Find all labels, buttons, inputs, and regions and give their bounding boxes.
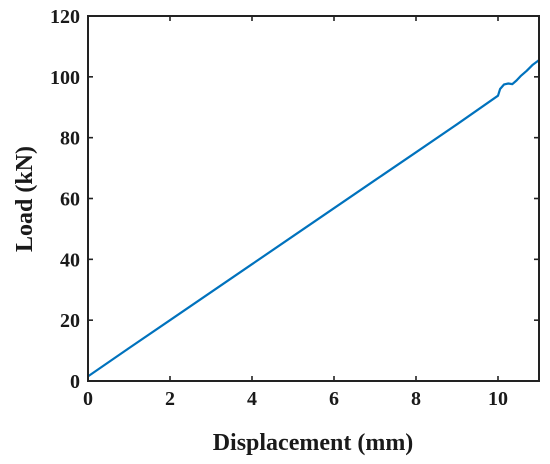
y-tick-label: 100 (50, 67, 80, 89)
x-axis-ticks: 0 2 4 6 8 10 (83, 16, 508, 410)
series-line (87, 59, 540, 378)
y-axis-label: Load (kN) (12, 146, 38, 252)
x-tick-label: 0 (83, 388, 93, 410)
x-axis-label: Displacement (mm) (213, 430, 414, 456)
y-tick-label: 40 (60, 249, 80, 271)
x-tick-label: 2 (165, 388, 175, 410)
plot-frame (87, 15, 540, 382)
x-tick-label: 6 (329, 388, 339, 410)
y-tick-label: 0 (70, 371, 80, 393)
x-tick-label: 8 (411, 388, 421, 410)
x-tick-label: 10 (488, 388, 508, 410)
y-tick-label: 20 (60, 310, 80, 332)
x-tick-label: 4 (247, 388, 257, 410)
y-axis-ticks: 0 20 40 60 80 100 120 (50, 6, 539, 393)
y-tick-label: 120 (50, 6, 80, 28)
y-tick-label: 60 (60, 189, 80, 211)
y-tick-label: 80 (60, 128, 80, 150)
series-layer (87, 59, 540, 378)
